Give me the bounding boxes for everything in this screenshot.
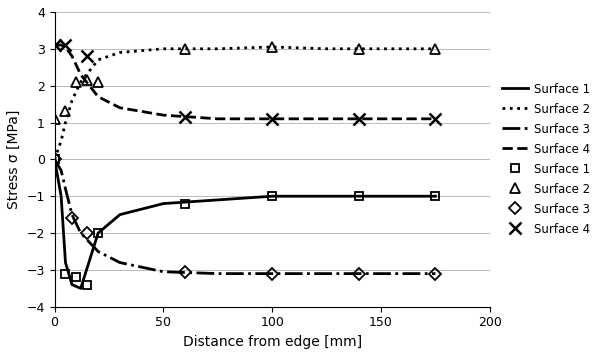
- X-axis label: Distance from edge [mm]: Distance from edge [mm]: [182, 335, 362, 349]
- Legend: Surface 1, Surface 2, Surface 3, Surface 4, Surface 1, Surface 2, Surface 3, Sur: Surface 1, Surface 2, Surface 3, Surface…: [500, 80, 593, 239]
- Y-axis label: Stress σ [MPa]: Stress σ [MPa]: [7, 110, 21, 209]
